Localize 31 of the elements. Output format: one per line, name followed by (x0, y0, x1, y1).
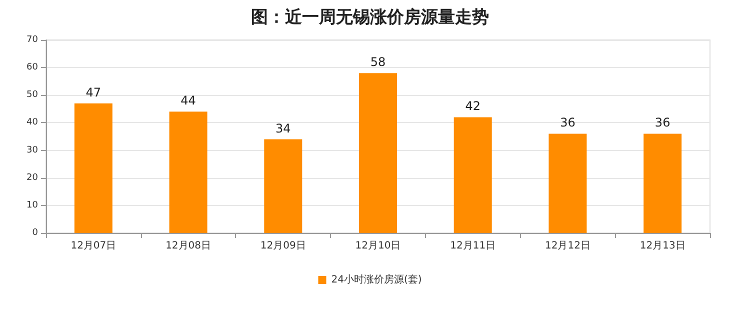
x-tick-label: 12月12日 (544, 240, 590, 252)
x-tick-label: 12月07日 (70, 240, 116, 252)
bar (264, 139, 302, 233)
y-tick-label: 40 (26, 118, 38, 128)
bar (454, 117, 492, 233)
x-tick-label: 12月11日 (450, 240, 496, 252)
legend-label: 24小时涨价房源(套) (331, 274, 422, 286)
y-tick-label: 60 (26, 62, 38, 73)
y-tick-label: 50 (26, 90, 38, 100)
data-label: 42 (465, 99, 480, 114)
bar (169, 112, 208, 233)
bar (548, 134, 587, 233)
y-tick-label: 30 (26, 145, 38, 156)
y-tick-label: 0 (32, 228, 38, 238)
data-label: 34 (276, 121, 291, 136)
x-tick-label: 12月13日 (640, 240, 686, 252)
bar (74, 103, 112, 233)
data-label: 58 (370, 55, 386, 70)
data-label: 47 (86, 85, 102, 100)
bar (644, 134, 682, 233)
data-label: 36 (560, 116, 576, 130)
y-tick-label: 10 (26, 200, 38, 210)
data-label: 36 (654, 116, 670, 130)
y-tick-label: 20 (26, 172, 38, 183)
data-label: 44 (180, 94, 196, 108)
x-tick-label: 12月08日 (166, 240, 212, 252)
x-tick-label: 12月09日 (260, 240, 306, 252)
chart-title: 图：近一周无锡涨价房源量走势 (251, 8, 489, 28)
x-tick-label: 12月10日 (355, 240, 401, 252)
bar (359, 73, 397, 233)
y-tick-label: 70 (26, 35, 38, 45)
